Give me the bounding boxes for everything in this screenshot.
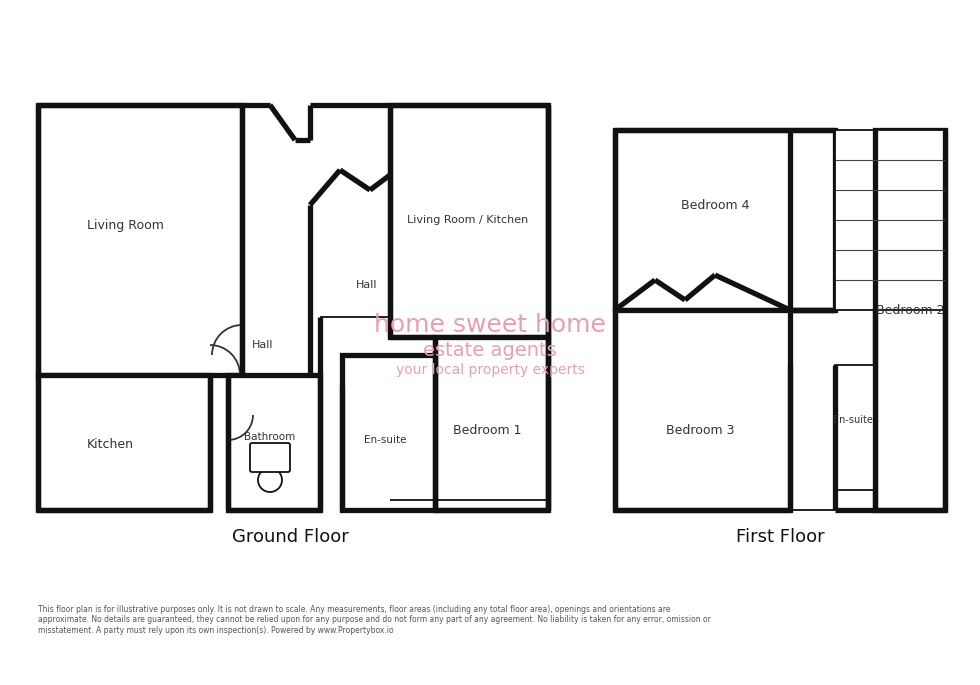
Text: Kitchen: Kitchen (86, 438, 133, 451)
Polygon shape (228, 375, 320, 510)
Circle shape (258, 468, 282, 492)
Text: Bathroom: Bathroom (244, 432, 296, 442)
Text: Bedroom 1: Bedroom 1 (453, 423, 521, 436)
Text: Living Room: Living Room (86, 219, 164, 232)
Text: estate agents: estate agents (423, 340, 557, 360)
Polygon shape (38, 105, 242, 375)
Polygon shape (390, 105, 548, 337)
Polygon shape (38, 375, 210, 510)
Polygon shape (835, 365, 875, 490)
Polygon shape (342, 355, 435, 510)
Text: Living Room / Kitchen: Living Room / Kitchen (408, 215, 528, 225)
Text: Bedroom 2: Bedroom 2 (876, 303, 945, 316)
Text: home sweet home: home sweet home (374, 313, 606, 337)
Text: En-suite: En-suite (833, 415, 873, 425)
Text: This floor plan is for illustrative purposes only. It is not drawn to scale. Any: This floor plan is for illustrative purp… (38, 605, 710, 635)
Polygon shape (435, 337, 548, 510)
Text: Bedroom 4: Bedroom 4 (681, 199, 750, 212)
Text: Hall: Hall (357, 280, 377, 290)
Text: Bedroom 3: Bedroom 3 (665, 423, 734, 436)
Polygon shape (835, 130, 945, 310)
Text: First Floor: First Floor (736, 528, 824, 546)
Text: Ground Floor: Ground Floor (231, 528, 348, 546)
Polygon shape (615, 130, 835, 310)
Text: En-suite: En-suite (364, 435, 407, 445)
Polygon shape (615, 310, 790, 510)
FancyBboxPatch shape (250, 443, 290, 472)
Polygon shape (875, 130, 945, 510)
Text: Hall: Hall (252, 340, 273, 350)
Polygon shape (210, 105, 390, 510)
Text: your local property experts: your local property experts (396, 363, 584, 377)
